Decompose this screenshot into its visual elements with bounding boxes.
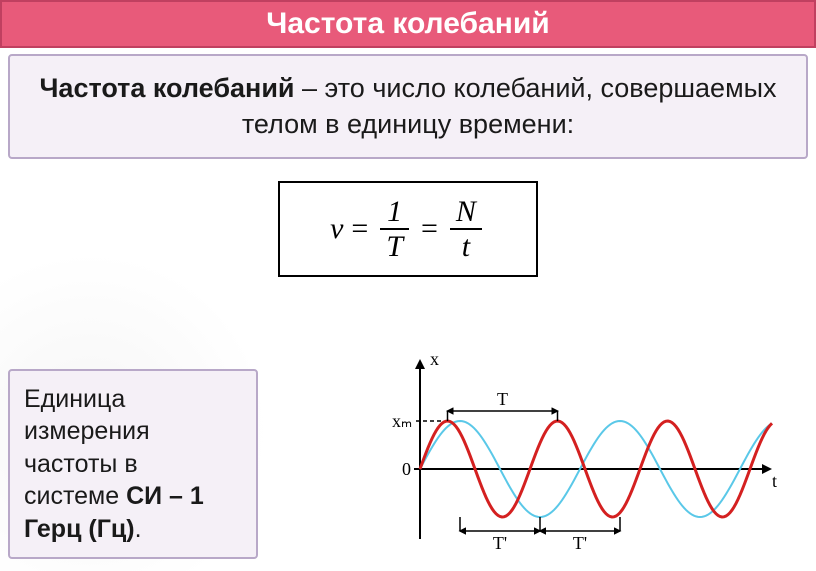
equals-1: = bbox=[351, 212, 368, 246]
fraction-1: 1 T bbox=[380, 195, 409, 263]
svg-text:t: t bbox=[772, 471, 777, 491]
formula-lhs: ν bbox=[330, 212, 343, 246]
chart-svg: T T' T' x t xₘ 0 bbox=[358, 347, 788, 557]
formula-box: ν = 1 T = N t bbox=[278, 181, 538, 277]
page-title: Частота колебаний bbox=[266, 7, 549, 41]
frac2-num: N bbox=[450, 195, 482, 228]
frac1-num: 1 bbox=[381, 195, 408, 228]
equals-2: = bbox=[421, 212, 438, 246]
definition-text: Частота колебаний – это число колебаний,… bbox=[30, 70, 786, 143]
svg-text:T': T' bbox=[573, 533, 587, 553]
unit-line4b: СИ – 1 bbox=[126, 482, 204, 510]
unit-line1: Единица bbox=[24, 385, 125, 413]
unit-line5: Герц (Гц) bbox=[24, 515, 135, 543]
unit-line2: измерения bbox=[24, 417, 150, 445]
unit-line3: частоты в bbox=[24, 450, 138, 478]
unit-box: Единица измерения частоты в системе СИ –… bbox=[8, 369, 258, 560]
frac1-den: T bbox=[380, 230, 409, 263]
definition-term: Частота колебаний bbox=[39, 73, 294, 103]
svg-text:xₘ: xₘ bbox=[392, 411, 412, 431]
frac2-den: t bbox=[456, 230, 476, 263]
unit-line4a: системе bbox=[24, 482, 126, 510]
unit-text: Единица измерения частоты в системе СИ –… bbox=[24, 383, 242, 546]
svg-text:T': T' bbox=[493, 533, 507, 553]
definition-box: Частота колебаний – это число колебаний,… bbox=[8, 54, 808, 159]
definition-rest: – это число колебаний, совершаемых телом… bbox=[242, 73, 777, 139]
title-bar: Частота колебаний bbox=[0, 0, 816, 48]
svg-text:T: T bbox=[497, 389, 508, 409]
svg-text:x: x bbox=[430, 349, 439, 369]
fraction-2: N t bbox=[450, 195, 482, 263]
svg-text:0: 0 bbox=[402, 459, 411, 479]
oscillation-chart: T T' T' x t xₘ 0 bbox=[358, 347, 788, 557]
